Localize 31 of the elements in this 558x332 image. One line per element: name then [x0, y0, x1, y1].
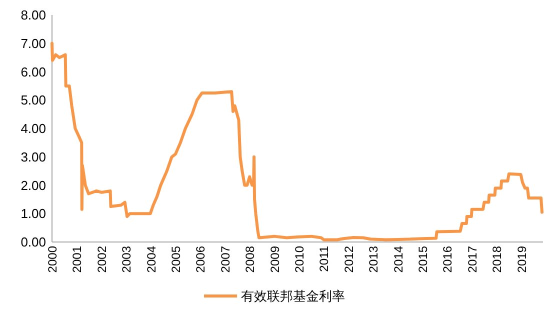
x-tick-label: 2002 — [94, 246, 109, 273]
x-tick-label: 2017 — [465, 246, 480, 273]
legend-label: 有效联邦基金利率 — [241, 288, 345, 304]
x-tick-label: 2010 — [292, 246, 306, 273]
x-tick-label: 2008 — [243, 246, 258, 273]
y-tick-label: 1.00 — [20, 206, 46, 222]
x-tick-label: 2019 — [514, 246, 529, 273]
y-tick-label: 0.00 — [20, 234, 46, 250]
x-tick-label: 2004 — [144, 246, 158, 273]
x-tick-label: 2012 — [342, 246, 356, 273]
x-tick-label: 2018 — [490, 246, 504, 273]
x-tick-label: 2016 — [440, 246, 455, 273]
x-tick-label: 2015 — [416, 246, 430, 273]
x-tick-label: 2011 — [317, 246, 332, 272]
y-tick-label: 3.00 — [20, 149, 46, 164]
x-tick-label: 2014 — [391, 246, 406, 273]
y-tick-label: 7.00 — [20, 36, 46, 51]
x-tick-label: 2003 — [120, 246, 134, 273]
y-tick-label: 5.00 — [20, 92, 46, 108]
y-tick-label: 4.00 — [20, 121, 46, 136]
x-tick-label: 2006 — [194, 246, 208, 273]
x-tick-label: 2005 — [168, 246, 183, 273]
y-tick-label: 6.00 — [20, 64, 46, 80]
y-tick-label: 2.00 — [20, 178, 46, 193]
x-tick-label: 2000 — [46, 246, 60, 273]
x-tick-label: 2007 — [218, 246, 232, 273]
legend: 有效联邦基金利率 — [204, 288, 345, 304]
x-tick-label: 2009 — [268, 246, 282, 273]
y-tick-label: 8.00 — [20, 8, 46, 22]
x-tick-label: 2013 — [366, 246, 381, 273]
x-tick-label: 2001 — [70, 246, 84, 273]
